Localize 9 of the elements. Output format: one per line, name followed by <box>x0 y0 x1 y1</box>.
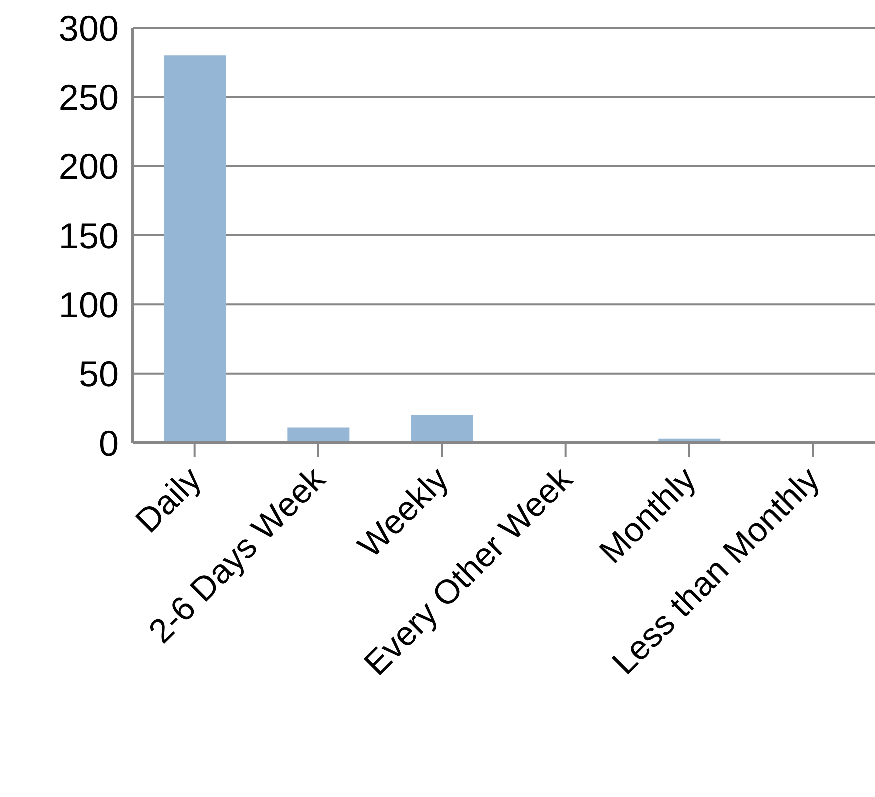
y-tick-label: 0 <box>98 422 119 464</box>
y-tick-label: 200 <box>58 146 119 188</box>
bar <box>164 56 226 443</box>
bar <box>411 415 474 443</box>
y-tick-label: 250 <box>58 76 119 118</box>
y-tick-label: 100 <box>58 284 119 326</box>
y-tick-label: 300 <box>58 8 119 49</box>
y-tick-label: 150 <box>58 215 119 256</box>
y-tick-label: 50 <box>78 354 119 395</box>
